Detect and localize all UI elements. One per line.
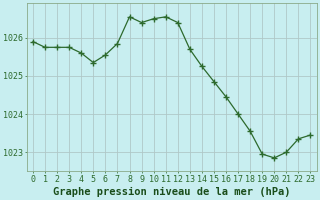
X-axis label: Graphe pression niveau de la mer (hPa): Graphe pression niveau de la mer (hPa) — [53, 186, 291, 197]
